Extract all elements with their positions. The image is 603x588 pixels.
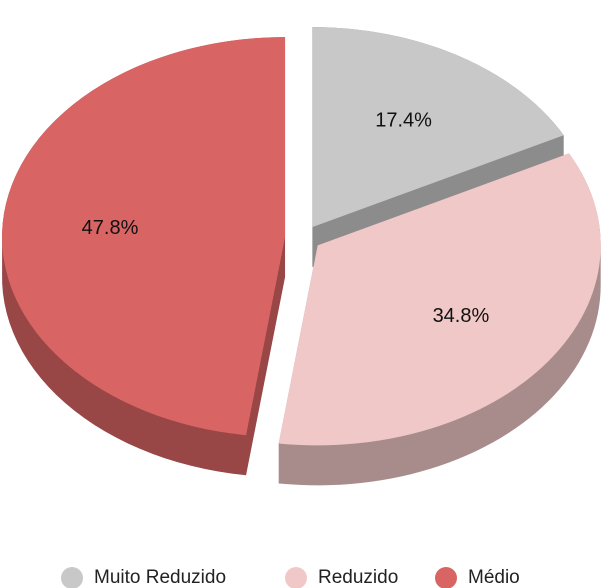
legend-marker — [435, 567, 457, 588]
slice — [278, 153, 601, 446]
legend-label: Médio — [468, 567, 520, 588]
legend-marker — [61, 567, 83, 588]
data-label: 34.8% — [433, 305, 490, 327]
slice — [312, 27, 564, 228]
legend-marker — [285, 567, 307, 588]
data-label: 47.8% — [82, 217, 139, 239]
data-label: 17.4% — [375, 109, 432, 131]
legend-label: Muito Reduzido — [94, 567, 226, 588]
slice — [2, 37, 286, 436]
legend-label: Reduzido — [318, 567, 398, 588]
